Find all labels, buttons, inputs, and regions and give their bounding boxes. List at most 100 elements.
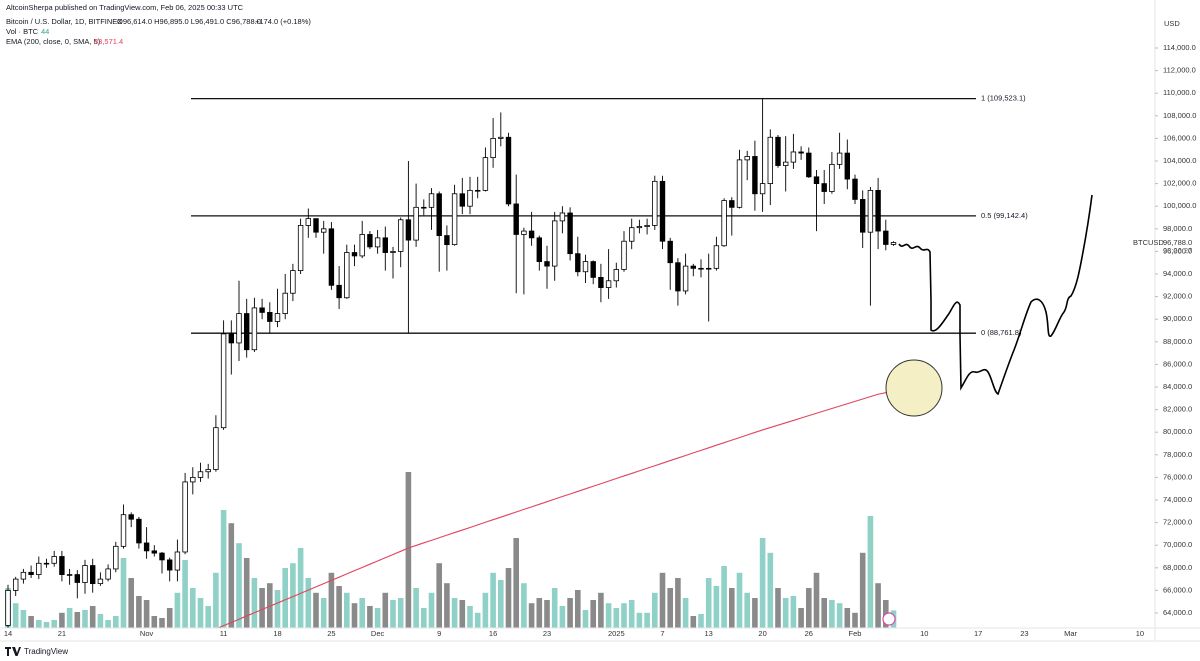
- candle-body: [836, 152, 843, 165]
- ema-name: EMA (200, close, 0, SMA, 5): [6, 37, 101, 46]
- volume-bar: [875, 583, 881, 628]
- candle-body: [297, 225, 304, 272]
- volume-bar: [97, 614, 104, 628]
- candle-body: [605, 280, 612, 288]
- volume-bar: [559, 606, 566, 628]
- candle-body: [282, 292, 288, 314]
- volume-bar: [759, 538, 766, 628]
- volume-bar: [197, 598, 204, 628]
- y-tick-label: 82,000.0: [1163, 405, 1192, 414]
- volume-bar: [451, 598, 458, 628]
- candle-body: [259, 307, 265, 313]
- candle-body: [682, 265, 689, 292]
- ohlc-values: O96,614.0 H96,895.0 L96,491.0 C96,788.0: [117, 17, 261, 26]
- volume-bar: [36, 620, 42, 628]
- candle-body: [197, 471, 204, 478]
- candle-body: [228, 333, 234, 344]
- candle-body: [621, 240, 627, 270]
- candle-body: [220, 333, 227, 429]
- candle-body: [536, 237, 542, 262]
- volume-bar: [128, 578, 134, 628]
- y-tick-label: 74,000.0: [1163, 495, 1192, 504]
- candle-body: [267, 312, 273, 322]
- volume-bar: [251, 578, 258, 628]
- candle-body: [652, 180, 658, 226]
- y-tick-label: 100,000.0: [1163, 201, 1196, 210]
- candle-body: [744, 156, 750, 161]
- candle-body: [66, 574, 73, 576]
- target-circle: [885, 359, 943, 417]
- x-tick-label: 13: [705, 629, 713, 638]
- currency: USD: [1164, 19, 1180, 28]
- candle-body: [251, 307, 258, 351]
- volume-bar: [613, 608, 620, 628]
- axes: 64,000.0 66,000.0 68,000.0 70,000.0 72,000.0…: [0, 0, 1200, 641]
- volume-bar: [490, 572, 496, 628]
- ema-line: [216, 391, 894, 628]
- y-tick-label: 88,000.0: [1163, 337, 1192, 346]
- volume-bar: [390, 600, 396, 628]
- candle-body: [613, 269, 619, 282]
- candle-body: [844, 152, 850, 180]
- candle-body: [36, 562, 42, 575]
- volume-bar: [305, 578, 312, 628]
- x-tick-label: 10: [1136, 629, 1144, 638]
- volume-bar: [166, 608, 173, 628]
- volume-pane: [5, 472, 897, 628]
- x-tick-label: 7: [660, 629, 664, 638]
- y-tick-label: 78,000.0: [1163, 450, 1192, 459]
- candle-body: [783, 161, 789, 166]
- x-tick-label: 2025: [608, 629, 625, 638]
- volume-bar: [806, 588, 812, 628]
- volume-bar: [290, 563, 296, 628]
- candle-body: [351, 252, 358, 257]
- candle-body: [359, 234, 365, 257]
- volume-bar: [859, 552, 866, 628]
- candle-body: [451, 193, 458, 246]
- volume-bar: [136, 596, 142, 628]
- y-tick-label: 86,000.0: [1163, 359, 1192, 368]
- candle-body: [113, 545, 119, 570]
- candle-body: [706, 267, 712, 270]
- candle-body: [513, 203, 519, 235]
- candle-body: [559, 212, 566, 222]
- candle-body: [143, 542, 150, 552]
- volume-bar: [798, 608, 804, 628]
- volume-bar: [575, 590, 581, 628]
- volume-bar: [829, 600, 835, 628]
- candle-body: [390, 251, 396, 253]
- volume-bar: [182, 560, 188, 628]
- levels: 1 (109,523.1) 0.5 (99,142.4) 0 (88,761.8): [191, 94, 1028, 337]
- candle-body: [82, 565, 88, 583]
- volume-bar: [274, 590, 281, 628]
- candle-body: [544, 261, 550, 267]
- volume-name: Vol · BTC: [6, 27, 39, 36]
- y-tick-label: 66,000.0: [1163, 585, 1192, 594]
- volume-bar: [544, 600, 550, 628]
- candle-body: [636, 226, 643, 229]
- volume-bar: [482, 592, 489, 628]
- volume-bar: [521, 583, 527, 628]
- y-tick-label: 110,000.0: [1163, 88, 1196, 97]
- volume-bar: [590, 600, 596, 628]
- candle-body: [421, 206, 427, 209]
- y-tick-label: 92,000.0: [1163, 292, 1192, 301]
- candle-body: [736, 159, 743, 208]
- y-tick-label: 64,000.0: [1163, 608, 1192, 617]
- y-tick-label: 106,000.0: [1163, 133, 1196, 142]
- volume-last: 44: [41, 27, 49, 36]
- volume-bar: [328, 572, 335, 628]
- candle-body: [752, 156, 758, 195]
- volume-bar: [721, 566, 727, 628]
- x-tick-label: 21: [58, 629, 66, 638]
- volume-bar: [243, 558, 250, 628]
- candle-body: [721, 200, 727, 247]
- candle-body: [374, 237, 381, 248]
- x-tick-label: Dec: [371, 629, 385, 638]
- candle-body: [28, 571, 34, 575]
- volume-bar: [628, 600, 635, 628]
- x-tick-label: 25: [327, 629, 335, 638]
- candle-body: [567, 212, 573, 255]
- volume-bar: [151, 616, 158, 628]
- candle-body: [644, 225, 650, 227]
